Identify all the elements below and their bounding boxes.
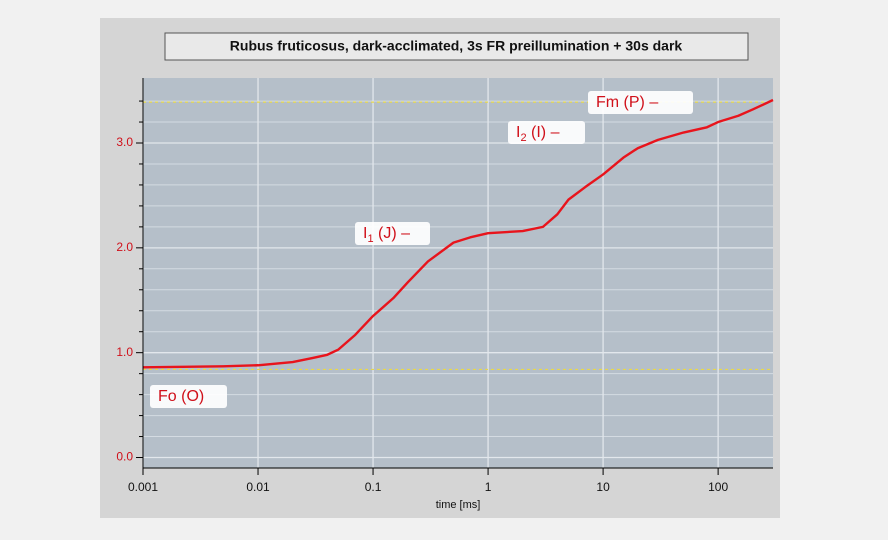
annotation: I1 (J) – — [363, 225, 410, 245]
annotation-text: Fm (P) – — [596, 94, 658, 111]
y-tick-label: 0.0 — [116, 450, 133, 464]
annotation-text: I — [363, 225, 367, 242]
annotation-text: Fo (O) — [158, 388, 204, 405]
y-tick-label: 2.0 — [116, 240, 133, 254]
annotation-box — [150, 385, 227, 408]
y-tick-label: 3.0 — [116, 135, 133, 149]
x-tick-label: 1 — [485, 480, 492, 494]
annotation-suffix: (I) – — [527, 124, 560, 141]
x-axis-label: time [ms] — [436, 499, 481, 511]
data-line — [142, 98, 774, 369]
annotation: Fm (P) – — [596, 94, 658, 111]
chart-title: Rubus fruticosus, dark-acclimated, 3s FR… — [230, 38, 683, 54]
annotation-subscript: 1 — [367, 233, 373, 245]
annotation-text: I — [516, 124, 520, 141]
x-tick-label: 0.001 — [128, 480, 158, 494]
title-box — [164, 32, 749, 61]
x-tick-label: 0.01 — [246, 480, 270, 494]
grid — [142, 78, 773, 468]
y-tick-label: 1.0 — [116, 345, 133, 359]
marks — [142, 98, 774, 369]
annotation-box — [588, 91, 693, 114]
annotation-suffix: (J) – — [374, 225, 411, 242]
annotation-box — [508, 121, 585, 144]
x-tick-label: 10 — [596, 480, 610, 494]
plot-area — [143, 78, 773, 468]
annotation-subscript: 2 — [520, 132, 526, 144]
x-tick-label: 0.1 — [365, 480, 382, 494]
annotation: I2 (I) – — [516, 124, 560, 144]
x-tick-label: 100 — [708, 480, 728, 494]
annotation-box — [355, 222, 430, 245]
annotation: Fo (O) — [158, 388, 204, 405]
